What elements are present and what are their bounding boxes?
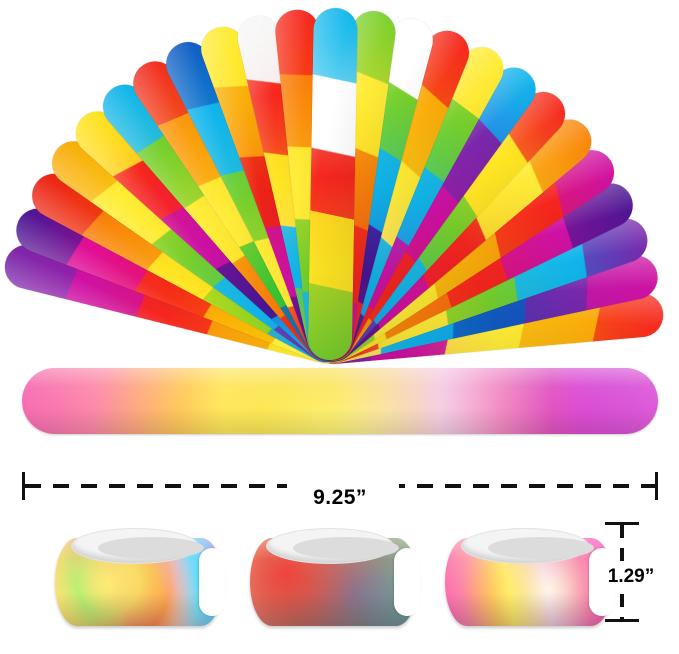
flat-bracelet-group: [22, 366, 658, 450]
cuff-inner-shadow: [293, 537, 399, 559]
cuff-right: [445, 528, 615, 636]
height-dimension-line: 1.29”: [593, 516, 669, 646]
rolled-cuffs-group: [0, 516, 679, 654]
cuff-center-inner-lip: [266, 528, 399, 564]
cuff-right-inner-lip: [461, 528, 594, 564]
cuff-inner-shadow: [98, 537, 204, 559]
cuff-center: [250, 528, 420, 636]
cuff-left-inner-lip: [71, 528, 204, 564]
height-measurement-label: 1.29”: [593, 564, 669, 590]
fan-bracelet: [307, 7, 358, 361]
cuff-center-side-tab: [394, 548, 420, 616]
flat-slap-bracelet: [22, 368, 658, 434]
height-endcap-top: [605, 522, 639, 525]
width-dimension-line: 9.25”: [22, 462, 658, 516]
bracelet-fan-group: [0, 0, 679, 366]
cuff-left-side-tab: [199, 548, 225, 616]
height-endcap-bottom: [605, 619, 639, 622]
cuff-inner-shadow: [488, 537, 594, 559]
width-endcap-left: [22, 472, 25, 500]
width-measurement-label: 9.25”: [313, 486, 367, 509]
width-endcap-right: [655, 472, 658, 500]
gloss-overlay: [22, 368, 658, 434]
cuff-left: [55, 528, 225, 636]
width-label-background: [287, 476, 399, 498]
